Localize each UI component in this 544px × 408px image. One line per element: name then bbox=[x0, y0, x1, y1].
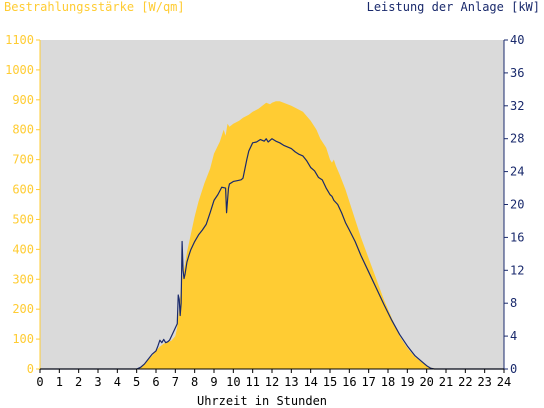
x-tick-label: 4 bbox=[114, 375, 121, 389]
right-axis-title: Leistung der Anlage [kW] bbox=[367, 0, 540, 14]
x-tick-label: 1 bbox=[56, 375, 63, 389]
right-tick-label: 24 bbox=[510, 165, 524, 179]
x-tick-label: 7 bbox=[172, 375, 179, 389]
right-tick-label: 4 bbox=[510, 329, 517, 343]
x-tick-label: 22 bbox=[458, 375, 472, 389]
left-tick-label: 200 bbox=[12, 302, 34, 316]
left-tick-label: 300 bbox=[12, 272, 34, 286]
x-tick-label: 10 bbox=[226, 375, 240, 389]
right-tick-label: 36 bbox=[510, 66, 524, 80]
left-tick-label: 0 bbox=[27, 362, 34, 376]
left-tick-label: 800 bbox=[12, 123, 34, 137]
right-tick-label: 32 bbox=[510, 99, 524, 113]
x-tick-label: 13 bbox=[284, 375, 298, 389]
left-tick-label: 500 bbox=[12, 212, 34, 226]
left-tick-label: 100 bbox=[12, 332, 34, 346]
right-tick-label: 0 bbox=[510, 362, 517, 376]
x-tick-label: 18 bbox=[381, 375, 395, 389]
left-tick-label: 1000 bbox=[5, 63, 34, 77]
x-tick-label: 21 bbox=[439, 375, 453, 389]
right-tick-label: 8 bbox=[510, 296, 517, 310]
series-layer bbox=[40, 101, 504, 370]
left-tick-label: 400 bbox=[12, 242, 34, 256]
x-tick-label: 19 bbox=[400, 375, 414, 389]
x-tick-label: 16 bbox=[342, 375, 356, 389]
right-tick-label: 20 bbox=[510, 198, 524, 212]
right-tick-label: 12 bbox=[510, 263, 524, 277]
x-tick-label: 20 bbox=[419, 375, 433, 389]
x-tick-label: 14 bbox=[303, 375, 317, 389]
x-tick-label: 3 bbox=[94, 375, 101, 389]
left-tick-label: 700 bbox=[12, 153, 34, 167]
power-line bbox=[40, 138, 504, 370]
x-tick-label: 6 bbox=[152, 375, 159, 389]
axes-layer: 0100200300400500600700800900100011000481… bbox=[5, 33, 524, 389]
x-tick-label: 0 bbox=[36, 375, 43, 389]
left-tick-label: 600 bbox=[12, 183, 34, 197]
x-tick-label: 12 bbox=[265, 375, 279, 389]
left-axis-title: Bestrahlungsstärke [W/qm] bbox=[4, 0, 185, 14]
irradiance-area bbox=[40, 101, 504, 369]
right-tick-label: 40 bbox=[510, 33, 524, 47]
right-tick-label: 28 bbox=[510, 132, 524, 146]
left-tick-label: 1100 bbox=[5, 33, 34, 47]
x-tick-label: 24 bbox=[497, 375, 511, 389]
right-tick-label: 16 bbox=[510, 230, 524, 244]
x-tick-label: 5 bbox=[133, 375, 140, 389]
x-tick-label: 8 bbox=[191, 375, 198, 389]
left-tick-label: 900 bbox=[12, 93, 34, 107]
x-tick-label: 11 bbox=[245, 375, 259, 389]
x-tick-label: 9 bbox=[210, 375, 217, 389]
x-tick-label: 2 bbox=[75, 375, 82, 389]
x-tick-label: 17 bbox=[361, 375, 375, 389]
x-axis-title: Uhrzeit in Stunden bbox=[197, 394, 327, 408]
x-tick-label: 15 bbox=[323, 375, 337, 389]
x-tick-label: 23 bbox=[477, 375, 491, 389]
